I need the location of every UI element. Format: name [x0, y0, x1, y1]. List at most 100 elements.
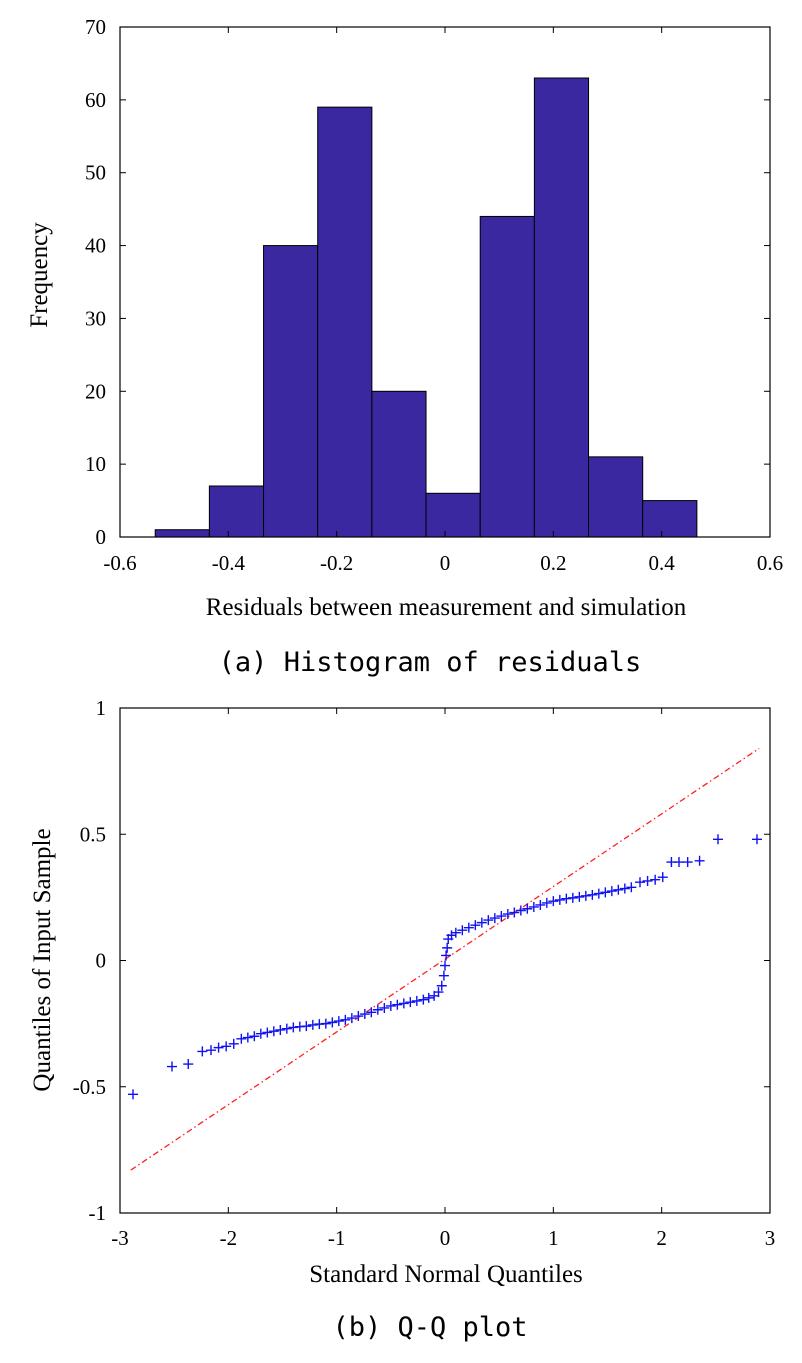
qq-point-marker — [183, 1059, 194, 1070]
histogram-caption: (a) Histogram of residuals — [219, 647, 642, 678]
qq-point-marker — [476, 917, 487, 928]
qq-point-marker — [128, 1089, 138, 1100]
qq-point-marker — [580, 890, 591, 901]
qq-point-marker — [446, 930, 457, 941]
y-tick-label: 40 — [85, 234, 106, 258]
histogram-axes-frame — [119, 26, 771, 538]
qq-point-marker — [213, 1042, 224, 1053]
qq-point-marker — [346, 1013, 357, 1024]
x-tick-label: -2 — [220, 1226, 238, 1250]
qq-point-marker — [587, 889, 598, 900]
qq-point-marker — [167, 1061, 177, 1072]
qq-point-marker — [206, 1045, 216, 1056]
qq-point-marker — [242, 1032, 253, 1043]
qq-point-marker — [457, 925, 468, 936]
qq-point-marker — [236, 1033, 247, 1044]
qq-point-marker — [489, 913, 500, 924]
y-tick-label: 0.5 — [80, 822, 106, 846]
qq-point-marker — [385, 1000, 396, 1011]
qq-point-marker — [483, 915, 494, 926]
qq-point-marker — [619, 883, 630, 894]
qq-point-marker — [221, 1041, 232, 1052]
x-tick-label: 0 — [440, 551, 451, 575]
qq-point-marker — [528, 901, 539, 912]
x-tick-label: 1 — [548, 1226, 559, 1250]
y-tick-label: -0.5 — [73, 1075, 106, 1099]
qq-point-marker — [600, 887, 611, 898]
qq-ticks: -3 -2 -1 0 1 2 3 -1 -0.5 0 0.5 1 — [73, 696, 776, 1250]
qq-point-marker — [440, 960, 450, 971]
qq-point-marker — [470, 920, 481, 931]
qq-point-marker — [650, 874, 661, 885]
histogram-ticks: -0.6 -0.4 -0.2 0 0.2 0.4 0.6 0 10 20 30 40 50 60 70 — [85, 15, 783, 575]
y-tick-label: 0 — [96, 949, 107, 973]
qq-point-marker — [438, 970, 449, 981]
qq-point-marker — [441, 950, 452, 961]
qq-point-marker — [418, 994, 429, 1005]
qq-point-marker — [442, 942, 453, 953]
y-tick-label: 20 — [85, 379, 106, 403]
qq-point-marker — [392, 999, 403, 1010]
qq-point-marker — [433, 987, 444, 998]
qq-point-marker — [502, 909, 513, 920]
x-tick-label: 0.4 — [649, 551, 676, 575]
qq-point-marker — [515, 905, 526, 916]
qq-point-marker — [626, 882, 637, 893]
y-tick-label: 1 — [96, 696, 107, 720]
qq-points — [128, 834, 762, 1100]
y-tick-label: 60 — [85, 88, 106, 112]
qq-point-marker — [554, 894, 565, 905]
histogram-bar — [642, 500, 698, 538]
qq-point-marker — [541, 897, 552, 908]
y-tick-label: 70 — [85, 15, 106, 39]
qq-point-marker — [268, 1026, 279, 1037]
qq-axes-frame — [119, 707, 771, 1214]
qq-point-marker — [657, 872, 668, 883]
qq-point-marker — [340, 1014, 351, 1025]
qq-point-marker — [509, 907, 520, 918]
qq-point-marker — [682, 857, 693, 868]
x-tick-label: 0.2 — [540, 551, 566, 575]
qq-point-marker — [288, 1022, 299, 1033]
qq-point-marker — [642, 875, 653, 886]
x-tick-label: -1 — [328, 1226, 346, 1250]
histogram-bar — [425, 492, 481, 538]
qq-point-marker — [713, 834, 723, 845]
qq-point-marker — [522, 903, 533, 914]
histogram-bar — [533, 77, 590, 538]
x-tick-label: 0 — [440, 1226, 451, 1250]
qq-point-marker — [379, 1002, 390, 1013]
qq-point-marker — [436, 980, 447, 991]
y-tick-label: 10 — [85, 452, 106, 476]
qq-point-marker — [353, 1011, 364, 1022]
qq-point-marker — [613, 884, 624, 895]
x-tick-label: -0.6 — [103, 551, 136, 575]
histogram-panel: -0.6 -0.4 -0.2 0 0.2 0.4 0.6 0 10 20 30 40 50 60 70 Re… — [26, 15, 783, 678]
qq-point-marker — [327, 1017, 338, 1028]
qq-point-marker — [262, 1027, 273, 1038]
qq-caption: (b) Q-Q plot — [332, 1312, 527, 1343]
x-tick-label: -0.2 — [320, 551, 353, 575]
qq-point-marker — [450, 927, 461, 938]
histogram-bars — [154, 77, 698, 538]
qq-point-marker — [423, 992, 434, 1003]
x-tick-label: 2 — [656, 1226, 667, 1250]
x-tick-label: -0.4 — [212, 551, 246, 575]
qq-x-axis-label: Standard Normal Quantiles — [309, 1261, 583, 1288]
qq-point-marker — [249, 1031, 260, 1042]
qq-point-marker — [366, 1007, 377, 1018]
qq-point-marker — [561, 893, 572, 904]
x-tick-label: -3 — [111, 1226, 129, 1250]
qq-point-marker — [694, 855, 705, 866]
qq-point-marker — [411, 995, 422, 1006]
qq-y-axis-label: Quantiles of Input Sample — [29, 828, 56, 1091]
qq-point-marker — [674, 857, 684, 868]
y-tick-label: 30 — [85, 306, 106, 330]
qq-point-marker — [752, 834, 762, 845]
qq-point-marker — [275, 1024, 286, 1035]
qq-point-marker — [635, 877, 645, 888]
histogram-bar — [208, 485, 265, 538]
x-tick-label: 0.6 — [757, 551, 783, 575]
qq-point-marker — [463, 922, 474, 933]
